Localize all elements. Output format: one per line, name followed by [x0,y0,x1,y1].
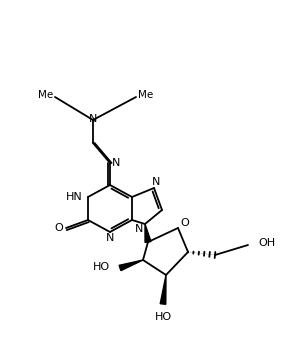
Text: N: N [135,224,143,234]
Polygon shape [119,260,143,271]
Text: N: N [112,158,120,168]
Text: Me: Me [138,90,153,100]
Text: OH: OH [258,238,275,248]
Polygon shape [160,275,166,304]
Text: HN: HN [66,192,82,202]
Text: O: O [55,223,63,233]
Text: O: O [181,218,189,228]
Text: N: N [106,233,114,243]
Text: HO: HO [93,262,110,272]
Text: N: N [152,177,160,187]
Text: Me: Me [38,90,53,100]
Polygon shape [145,224,151,243]
Text: N: N [89,114,97,124]
Text: HO: HO [154,312,172,322]
